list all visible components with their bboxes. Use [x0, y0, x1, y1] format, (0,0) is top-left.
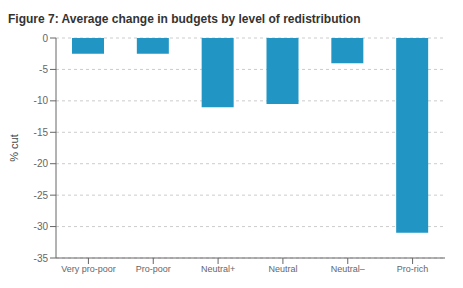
svg-text:Very pro-poor: Very pro-poor	[61, 264, 116, 274]
svg-text:-5: -5	[39, 64, 48, 75]
svg-text:-10: -10	[34, 95, 49, 106]
html-text:Figure 7: Average change in bu: Figure 7: Average change in budgets by l…	[8, 12, 361, 26]
svg-text:-25: -25	[34, 190, 49, 201]
svg-text:Neutral+: Neutral+	[201, 264, 235, 274]
svg-text:Neutral: Neutral	[268, 264, 297, 274]
svg-text:0: 0	[42, 33, 48, 44]
svg-text:% cut: % cut	[8, 134, 20, 162]
svg-text:Neutral–: Neutral–	[331, 264, 365, 274]
svg-text:-35: -35	[34, 253, 49, 264]
svg-text:-15: -15	[34, 127, 49, 138]
svg-text:-20: -20	[34, 158, 49, 169]
svg-text:-30: -30	[34, 221, 49, 232]
svg-text:Pro-poor: Pro-poor	[136, 264, 171, 274]
svg-text:Pro-rich: Pro-rich	[397, 264, 429, 274]
